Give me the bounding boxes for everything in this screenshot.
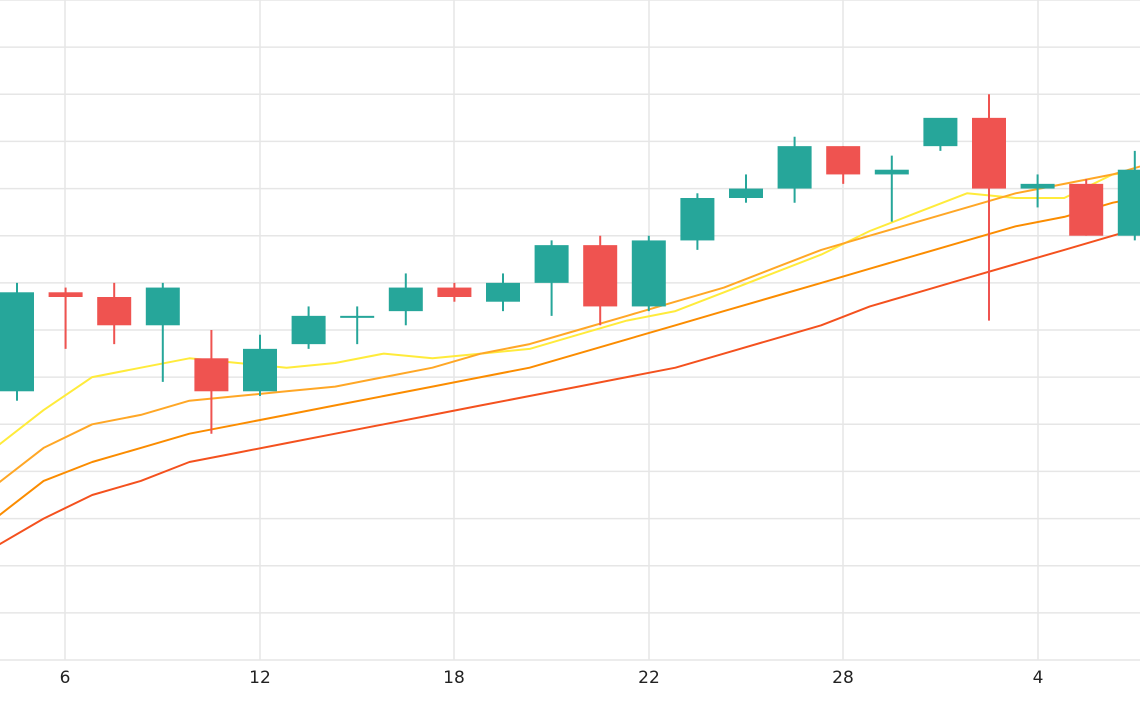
candle-up bbox=[243, 334, 277, 396]
candle-up bbox=[631, 235, 666, 312]
candle-up bbox=[340, 306, 375, 345]
candle-down bbox=[48, 287, 83, 349]
moving-average-lines bbox=[0, 165, 1140, 546]
candle-body bbox=[1020, 183, 1055, 189]
x-tick-label: 4 bbox=[1033, 668, 1044, 688]
candle-body bbox=[777, 146, 812, 189]
candle-up bbox=[1020, 174, 1055, 208]
candle-body bbox=[48, 292, 83, 297]
candle-up bbox=[874, 155, 909, 222]
x-tick-label: 22 bbox=[638, 668, 660, 688]
candle-body bbox=[631, 240, 666, 307]
candle-body bbox=[729, 188, 763, 198]
candle-down bbox=[583, 235, 618, 326]
candle-body bbox=[534, 245, 569, 283]
candle-body bbox=[874, 169, 909, 175]
ma-line-3 bbox=[0, 196, 1140, 516]
ma-line-1 bbox=[0, 170, 1140, 446]
candle-body bbox=[291, 315, 326, 345]
candle-up bbox=[388, 273, 423, 326]
candle-body bbox=[194, 358, 229, 392]
candle-body bbox=[826, 146, 861, 175]
ma-line-2 bbox=[0, 165, 1140, 483]
x-axis: 6 12 18 22 28 4 bbox=[60, 668, 1044, 688]
candle-body bbox=[680, 198, 715, 241]
candle-body bbox=[243, 348, 277, 392]
candle-down bbox=[437, 282, 472, 302]
x-tick-label: 6 bbox=[60, 668, 71, 688]
x-tick-label: 28 bbox=[832, 668, 854, 688]
candle-body bbox=[388, 287, 423, 312]
candle-down bbox=[826, 146, 861, 184]
ma-line-4 bbox=[0, 226, 1140, 546]
candle-body bbox=[972, 117, 1006, 189]
candle-body bbox=[583, 245, 618, 307]
candle-up bbox=[923, 117, 958, 151]
candle-up bbox=[0, 282, 34, 401]
candle-body bbox=[0, 292, 34, 392]
candle-up bbox=[534, 240, 569, 316]
candle-up bbox=[680, 193, 715, 250]
x-tick-label: 12 bbox=[249, 668, 271, 688]
candle-down bbox=[194, 330, 229, 434]
horizontal-gridlines bbox=[0, 0, 1140, 661]
candle-body bbox=[437, 287, 472, 297]
candle-down bbox=[972, 94, 1006, 321]
candle-up bbox=[1117, 150, 1140, 241]
candle-up bbox=[729, 174, 763, 203]
candle-down bbox=[1069, 179, 1104, 236]
candle-body bbox=[97, 297, 132, 326]
candle-up bbox=[291, 306, 326, 349]
candle-body bbox=[1117, 169, 1140, 236]
candle-body bbox=[145, 287, 180, 326]
candle-up bbox=[145, 282, 180, 382]
candle-body bbox=[1069, 183, 1104, 236]
candle-up bbox=[486, 273, 520, 312]
candle-body bbox=[486, 282, 520, 302]
candle-down bbox=[97, 282, 132, 345]
candle-body bbox=[340, 315, 375, 318]
candles bbox=[0, 94, 1140, 434]
candle-up bbox=[777, 136, 812, 203]
candle-body bbox=[923, 117, 958, 147]
x-tick-label: 18 bbox=[443, 668, 465, 688]
